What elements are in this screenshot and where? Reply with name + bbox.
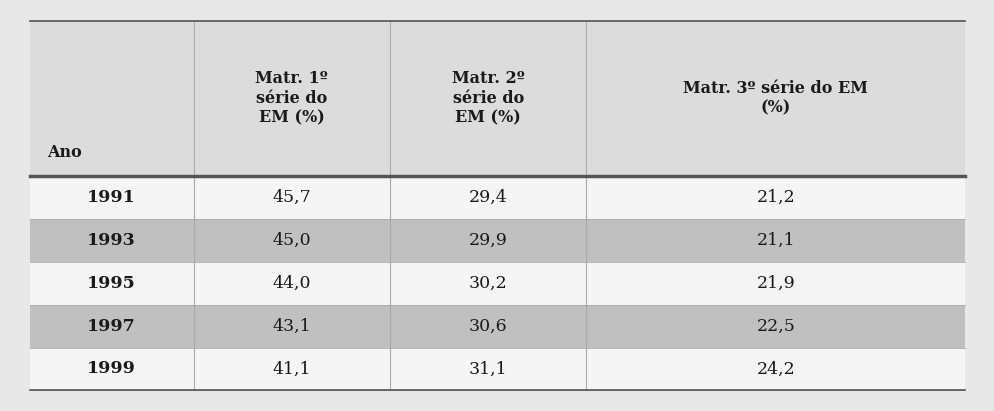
Bar xyxy=(30,348,964,390)
Text: 1993: 1993 xyxy=(87,232,136,249)
Text: 1991: 1991 xyxy=(87,189,136,206)
Text: 1999: 1999 xyxy=(87,360,136,377)
Text: 45,0: 45,0 xyxy=(272,232,311,249)
Bar xyxy=(30,21,964,176)
Text: 22,5: 22,5 xyxy=(755,318,794,335)
Bar xyxy=(30,262,964,305)
Text: Matr. 1º
série do
EM (%): Matr. 1º série do EM (%) xyxy=(255,70,328,126)
Text: 29,4: 29,4 xyxy=(468,189,507,206)
Text: 21,2: 21,2 xyxy=(755,189,794,206)
Text: 1997: 1997 xyxy=(87,318,136,335)
Text: 21,1: 21,1 xyxy=(755,232,794,249)
Text: 29,9: 29,9 xyxy=(468,232,507,249)
Text: Matr. 3º série do EM
(%): Matr. 3º série do EM (%) xyxy=(683,80,868,117)
Text: Matr. 2º
série do
EM (%): Matr. 2º série do EM (%) xyxy=(451,70,524,126)
Bar xyxy=(30,305,964,348)
Text: 30,6: 30,6 xyxy=(468,318,507,335)
Text: 41,1: 41,1 xyxy=(272,360,311,377)
Text: 31,1: 31,1 xyxy=(468,360,507,377)
Bar xyxy=(30,176,964,219)
Text: 30,2: 30,2 xyxy=(468,275,507,292)
Text: 21,9: 21,9 xyxy=(755,275,794,292)
Text: 1995: 1995 xyxy=(87,275,136,292)
Bar xyxy=(30,219,964,262)
Text: 43,1: 43,1 xyxy=(272,318,311,335)
Text: 45,7: 45,7 xyxy=(272,189,311,206)
Text: Ano: Ano xyxy=(47,144,82,161)
Text: 44,0: 44,0 xyxy=(272,275,311,292)
Text: 24,2: 24,2 xyxy=(755,360,794,377)
